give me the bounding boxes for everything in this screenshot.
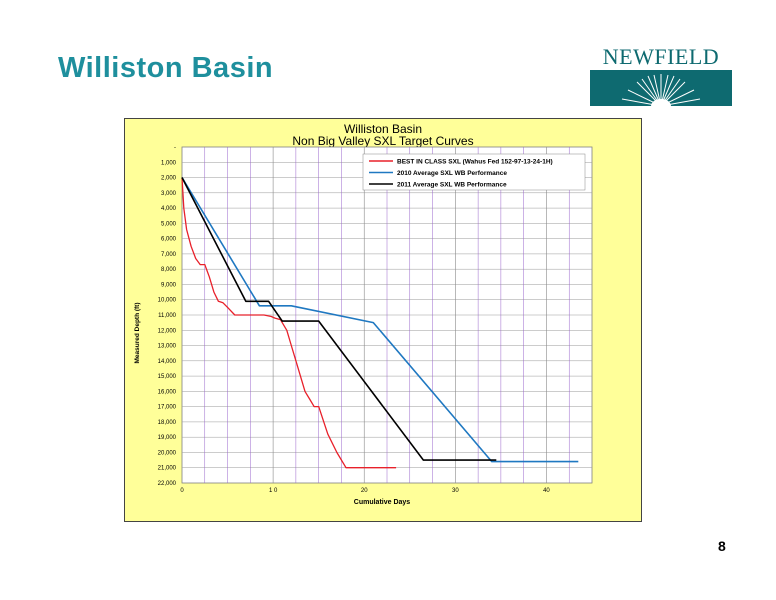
y-tick-label: 17,000 bbox=[158, 405, 177, 411]
chart-title: Williston Basin bbox=[344, 122, 422, 136]
y-tick-label: 14,000 bbox=[158, 359, 177, 365]
y-tick-label: 6,000 bbox=[161, 237, 177, 243]
x-axis-label: Cumulative Days bbox=[354, 499, 411, 506]
y-tick-label: 21,000 bbox=[158, 466, 177, 472]
y-tick-label: 13,000 bbox=[158, 344, 177, 350]
sunburst-icon bbox=[590, 70, 732, 106]
newfield-logo: NEWFIELD bbox=[590, 44, 732, 106]
y-tick-label: 8,000 bbox=[161, 267, 177, 273]
y-tick-label: 22,000 bbox=[158, 481, 177, 487]
legend-label: 2010 Average SXL WB Performance bbox=[397, 170, 507, 177]
y-tick-label: 19,000 bbox=[158, 435, 177, 441]
x-axis: 0 1 0 20 30 40 bbox=[180, 488, 550, 494]
series-line-3 bbox=[181, 177, 497, 461]
y-tick-label: 3,000 bbox=[161, 191, 177, 197]
legend-label: 2011 Average SXL WB Performance bbox=[397, 181, 507, 188]
series-line-2 bbox=[181, 177, 579, 463]
legend-box bbox=[362, 153, 586, 191]
y-tick-label: 2,000 bbox=[161, 176, 177, 182]
logo-wordmark: NEWFIELD bbox=[602, 44, 720, 69]
y-tick-label: - bbox=[174, 145, 176, 151]
slide-title: Williston Basin bbox=[58, 52, 274, 84]
y-tick-label: 7,000 bbox=[161, 252, 177, 258]
depth-vs-days-chart: Williston Basin Non Big Valley SXL Targe… bbox=[134, 122, 593, 506]
y-axis-label: Measured Depth (ft) bbox=[134, 302, 141, 363]
y-axis: - 1,000 2,000 3,000 4,000 5,000 6,000 7,000 8,00… bbox=[158, 145, 177, 487]
y-tick-label: 9,000 bbox=[161, 282, 177, 288]
y-tick-label: 20,000 bbox=[158, 450, 177, 456]
y-tick-label: 1,000 bbox=[161, 160, 177, 166]
y-tick-label: 10,000 bbox=[158, 298, 177, 304]
y-tick-label: 11,000 bbox=[158, 313, 177, 319]
series-line-1 bbox=[181, 177, 397, 469]
y-tick-label: 12,000 bbox=[158, 328, 177, 334]
y-tick-label: 16,000 bbox=[158, 389, 177, 395]
y-tick-label: 15,000 bbox=[158, 374, 177, 380]
y-tick-label: 5,000 bbox=[161, 221, 177, 227]
chart-legend: BEST IN CLASS SXL (Wahus Fed 152-97-13-2… bbox=[362, 153, 586, 191]
x-tick-label: 40 bbox=[543, 488, 550, 494]
legend-label: BEST IN CLASS SXL (Wahus Fed 152-97-13-2… bbox=[397, 158, 553, 165]
y-tick-label: 18,000 bbox=[158, 420, 177, 426]
x-tick-label: 20 bbox=[361, 488, 368, 494]
x-tick-label: 1 0 bbox=[269, 488, 278, 494]
chart-subtitle: Non Big Valley SXL Target Curves bbox=[292, 134, 473, 148]
x-tick-label: 30 bbox=[452, 488, 459, 494]
page-number: 8 bbox=[718, 538, 726, 554]
y-tick-label: 4,000 bbox=[161, 206, 177, 212]
x-tick-label: 0 bbox=[180, 488, 184, 494]
chart-frame: Williston Basin Non Big Valley SXL Targe… bbox=[124, 118, 642, 522]
series-layer bbox=[181, 177, 579, 469]
